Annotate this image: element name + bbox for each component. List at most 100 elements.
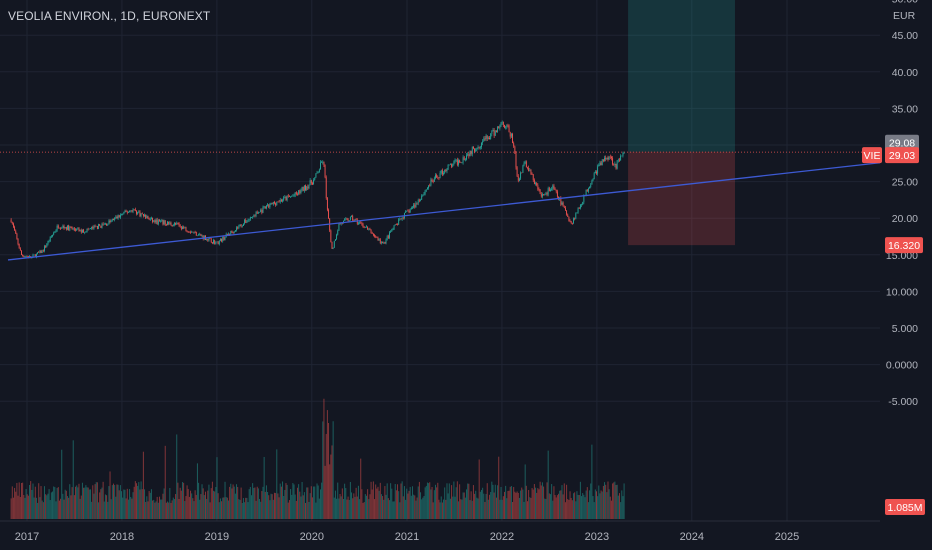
volume-bar	[43, 486, 45, 519]
candle-body	[129, 210, 131, 213]
candle-body	[241, 225, 243, 227]
volume-bar	[452, 496, 454, 519]
volume-bar	[437, 482, 439, 519]
candle-body	[276, 201, 278, 205]
volume-bar	[440, 496, 442, 519]
volume-bar	[305, 502, 307, 519]
candle-body	[399, 218, 401, 220]
price-axis[interactable]: EUR55.0050.0045.0040.0035.0030.0025.0020…	[886, 0, 918, 408]
volume-bar	[608, 489, 610, 519]
volume-bar	[216, 457, 218, 519]
candle-body	[267, 204, 269, 206]
long-position-tool[interactable]	[628, 0, 735, 246]
volume-bar	[96, 482, 98, 519]
candle-body	[464, 159, 466, 161]
volume-bar	[417, 486, 419, 519]
candle-body	[108, 220, 110, 225]
volume-bar	[232, 484, 234, 519]
price-tick-label: 45.00	[892, 30, 918, 42]
candle-body	[451, 164, 453, 167]
trend-line[interactable]	[7, 162, 881, 261]
volume-bar	[508, 490, 510, 519]
volume-badge: 1.085M	[887, 502, 922, 514]
candle-body	[422, 195, 424, 196]
volume-bar	[271, 494, 273, 519]
volume-bar	[543, 486, 545, 519]
candle-body	[302, 187, 304, 191]
volume-bar	[380, 494, 382, 519]
candle-body	[147, 216, 149, 219]
volume-bar	[117, 484, 119, 519]
volume-bar	[348, 499, 350, 519]
candle-body	[107, 224, 109, 226]
candle-body	[421, 195, 423, 200]
volume-bar	[402, 496, 404, 519]
candle-body	[222, 236, 224, 242]
candle-body	[540, 193, 542, 197]
candle-body	[555, 189, 557, 192]
candle-body	[77, 228, 79, 229]
candle-body	[84, 232, 86, 233]
volume-bar	[310, 486, 312, 519]
volume-bar	[589, 490, 591, 519]
candle-body	[344, 219, 346, 221]
volume-bar	[122, 497, 124, 519]
volume-bar	[501, 499, 503, 519]
volume-bar	[445, 499, 447, 519]
candle-body	[54, 231, 56, 233]
volume-bar	[322, 421, 324, 519]
volume-bar	[362, 502, 364, 519]
candle-body	[564, 207, 566, 211]
candle-body	[574, 218, 576, 219]
candle-body	[459, 160, 461, 163]
candle-body	[321, 162, 323, 163]
candle-body	[229, 233, 231, 235]
candle-body	[436, 175, 438, 178]
candle-body	[81, 229, 83, 233]
candle-body	[286, 195, 288, 201]
volume-bar	[546, 482, 548, 519]
candle-body	[284, 196, 286, 198]
volume-bar	[152, 500, 154, 519]
volume-bar	[595, 491, 597, 519]
candle-body	[207, 238, 209, 241]
volume-bar	[345, 488, 347, 519]
volume-bar	[168, 502, 170, 519]
volume-bar	[551, 484, 553, 519]
candle-body	[409, 209, 411, 213]
volume-bar	[615, 485, 617, 519]
volume-bar	[259, 498, 261, 519]
candle-body	[52, 234, 53, 237]
candle-body	[171, 224, 173, 227]
volume-bar	[428, 483, 430, 519]
candle-body	[324, 165, 326, 178]
candle-body	[187, 231, 189, 233]
volume-bar	[464, 497, 466, 519]
candle-body	[560, 197, 562, 205]
volume-bar	[470, 491, 472, 519]
volume-bar	[449, 498, 451, 519]
candle-body	[516, 167, 518, 177]
volume-bar	[264, 491, 266, 519]
volume-bar	[410, 495, 412, 519]
volume-bar	[418, 481, 420, 519]
volume-bar	[544, 498, 546, 519]
candle-body	[114, 218, 116, 220]
candle-body	[586, 189, 588, 192]
time-axis[interactable]: 2017 2018 2019 2020 2021 2022 2023 2024 2025	[0, 520, 880, 543]
candle-body	[508, 125, 510, 133]
volume-bar	[10, 498, 12, 519]
volume-bar	[490, 491, 492, 519]
volume-bar	[231, 488, 233, 519]
candle-body	[389, 232, 390, 238]
volume-bar	[130, 496, 132, 519]
volume-bar	[393, 501, 395, 519]
candle-body	[262, 207, 264, 213]
volume-bar	[145, 501, 147, 519]
year-tick-label: 2024	[680, 531, 704, 543]
volume-bar	[331, 445, 333, 519]
volume-bar	[480, 489, 482, 519]
volume-bar	[101, 487, 103, 519]
candle-body	[72, 228, 74, 230]
